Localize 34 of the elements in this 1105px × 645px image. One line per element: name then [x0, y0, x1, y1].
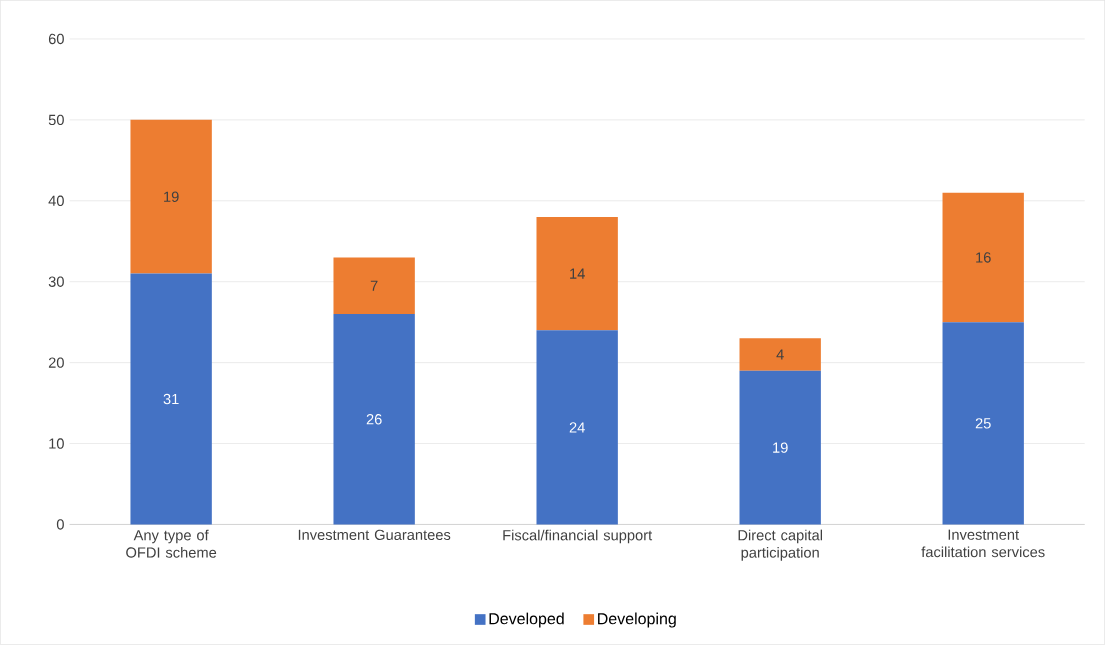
bar: [739, 338, 821, 371]
data-label: 4: [776, 349, 784, 360]
bar: [333, 314, 415, 525]
x-tick-label: Fiscal/financial support: [503, 529, 653, 544]
y-tick-label: 50: [48, 114, 64, 126]
data-label: 26: [366, 414, 382, 425]
bar: [130, 273, 212, 525]
x-tick-label: Direct capital participation: [738, 529, 822, 561]
bar: [333, 257, 415, 315]
data-label: 31: [163, 393, 179, 405]
bar: [536, 217, 618, 331]
y-tick-label: 60: [48, 33, 64, 45]
data-label: 16: [976, 252, 991, 263]
legend-label: Developing: [598, 612, 676, 628]
x-tick-label: Investment facilitation services: [921, 529, 1045, 558]
data-label: 19: [773, 442, 788, 453]
y-tick-label: 30: [48, 276, 64, 288]
y-tick-label: 0: [56, 519, 64, 530]
x-tick-label: Any type of OFDI scheme: [126, 529, 217, 558]
bar: [739, 370, 821, 525]
y-tick-label: 10: [49, 438, 64, 449]
bar: [942, 322, 1024, 525]
bar: [536, 330, 618, 525]
bar: [942, 192, 1024, 323]
data-label: 14: [570, 268, 585, 279]
data-label: 25: [975, 418, 991, 429]
legend-label: Developed: [489, 612, 564, 628]
bar: [130, 119, 212, 274]
data-label: 24: [569, 422, 585, 433]
data-label: 7: [370, 280, 378, 291]
data-label: 19: [164, 191, 179, 203]
x-tick-label: Investment Guarantees: [298, 529, 451, 541]
y-tick-label: 20: [48, 357, 64, 368]
y-tick-label: 40: [48, 195, 64, 207]
